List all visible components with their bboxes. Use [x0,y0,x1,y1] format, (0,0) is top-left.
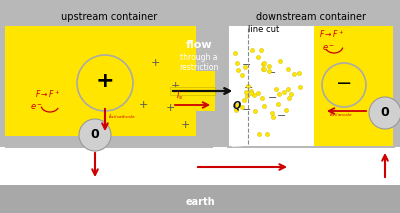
Text: −: − [267,68,277,78]
Text: +: + [138,100,148,110]
Text: earth: earth [185,197,215,207]
Bar [5,8,213,26]
Bar [196,71,215,111]
Text: restriction: restriction [179,62,219,72]
Bar [196,111,215,136]
Text: −: − [336,75,352,94]
Text: $e^-$: $e^-$ [322,43,335,53]
Text: −: − [244,83,254,93]
Text: $e^-$: $e^-$ [30,102,43,112]
Text: line cut: line cut [248,26,279,35]
Text: −: − [277,111,287,121]
Text: +: + [180,120,190,130]
Text: $F \rightarrow F^+$: $F \rightarrow F^+$ [35,88,61,100]
Bar [0,147,400,185]
Bar [314,26,393,146]
Circle shape [369,97,400,129]
Bar [229,26,393,146]
Text: 0: 0 [91,128,99,141]
Text: downstream container: downstream container [256,12,366,22]
Bar [227,8,395,148]
Polygon shape [232,36,307,146]
Bar [196,26,215,71]
Circle shape [79,119,111,151]
Text: upstream container: upstream container [61,12,157,22]
Bar [227,8,395,26]
Text: $I_{wi/anode}$: $I_{wi/anode}$ [329,111,352,119]
Text: +: + [96,71,114,91]
Text: Q: Q [233,100,241,110]
Bar [5,8,213,148]
Text: through a: through a [180,53,218,62]
Text: $I_s$: $I_s$ [176,90,184,102]
Text: flow: flow [186,40,212,50]
Bar [0,185,400,213]
Text: $F \rightarrow F^+$: $F \rightarrow F^+$ [319,28,345,40]
Text: −: − [242,105,252,115]
Bar [170,87,215,95]
Text: +: + [170,81,180,91]
Bar [5,26,213,136]
Text: +: + [150,58,160,68]
Text: $I_{wi/cathode}$: $I_{wi/cathode}$ [108,113,136,121]
Text: −: − [268,93,278,103]
Text: −: − [242,60,252,70]
Text: +: + [165,103,175,113]
Text: 0: 0 [381,106,389,119]
